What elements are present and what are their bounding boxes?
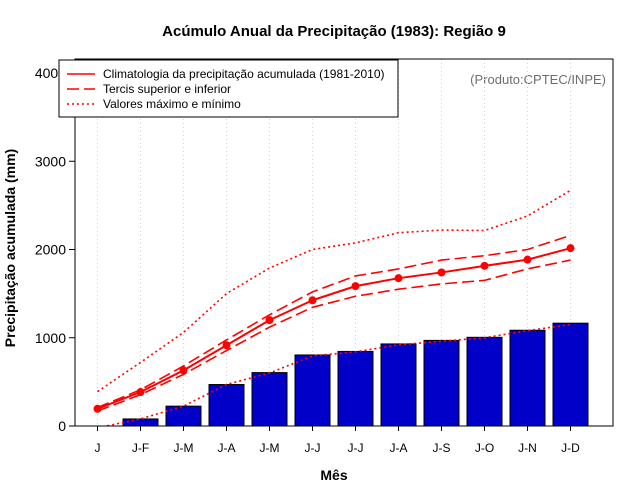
line-point	[523, 255, 532, 264]
x-axis-label: Mês	[320, 467, 347, 483]
x-tick-label: J-O	[475, 441, 494, 455]
x-tick-label: J-F	[132, 441, 149, 455]
y-tick-label: 0	[58, 418, 66, 434]
bar	[466, 336, 503, 427]
bar	[294, 354, 331, 427]
x-tick-label: J-J	[305, 441, 321, 455]
plot-frame	[74, 58, 614, 427]
x-tick-label: J	[95, 441, 101, 455]
line-point	[394, 274, 403, 283]
x-tick-label: J-S	[433, 441, 451, 455]
y-tick-label: 4000	[35, 65, 66, 81]
series-line	[97, 234, 571, 409]
bar	[251, 372, 288, 427]
source-annotation: (Produto:CPTEC/INPE)	[470, 72, 606, 87]
bar	[337, 350, 374, 427]
plot-area: 0 1000 2000 3000 4000 J J-F J-M J-A J-M J-J J-J J-A J…	[35, 58, 614, 455]
legend-box	[58, 59, 399, 118]
x-tick-label: J-J	[348, 441, 364, 455]
x-tick-label: J-A	[390, 441, 408, 455]
legend-label: Valores máximo e mínimo	[103, 97, 241, 111]
line-point	[351, 282, 360, 291]
bar	[552, 322, 589, 427]
bar	[380, 343, 417, 427]
line-point	[265, 316, 274, 325]
legend: Climatologia da precipitação acumulada (…	[58, 59, 399, 118]
line-point	[437, 268, 446, 277]
legend-label: Climatologia da precipitação acumulada (…	[103, 67, 385, 81]
y-tick-label: 2000	[35, 242, 66, 258]
x-tick-label: J-N	[518, 441, 537, 455]
x-tick-label: J-D	[561, 441, 580, 455]
bar	[423, 339, 460, 427]
series-line	[97, 259, 571, 412]
y-axis-label: Precipitação acumulada (mm)	[2, 149, 18, 347]
bar	[509, 329, 546, 427]
x-tick-label: J-A	[218, 441, 236, 455]
y-tick-label: 3000	[35, 153, 66, 169]
x-tick-label: J-M	[260, 441, 280, 455]
bar	[122, 418, 159, 427]
series-line	[102, 323, 571, 426]
line-point	[222, 341, 231, 350]
chart-title: Acúmulo Anual da Precipitação (1983): Re…	[162, 23, 506, 40]
line-point	[566, 244, 575, 253]
series-line	[97, 189, 571, 393]
x-tick-label: J-M	[174, 441, 194, 455]
y-tick-label: 1000	[35, 330, 66, 346]
line-point	[308, 296, 317, 305]
legend-label: Tercis superior e inferior	[103, 82, 231, 96]
series-line	[97, 247, 571, 410]
series-lines	[93, 189, 575, 426]
line-point	[480, 261, 489, 270]
bar	[208, 384, 245, 427]
